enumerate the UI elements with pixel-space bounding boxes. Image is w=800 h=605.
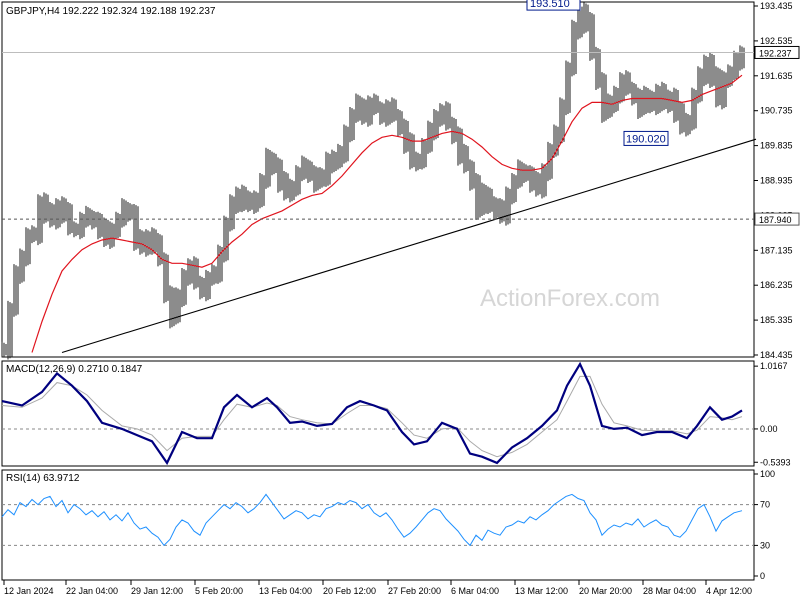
annotation-box-low	[623, 130, 669, 146]
rsi-tick-label: 70	[760, 500, 770, 510]
x-tick-label: 20 Mar 20:00	[579, 586, 632, 596]
ohlc-value: 192.237	[177, 6, 216, 17]
pane-border-3	[1, 469, 755, 581]
price-tick-label: 192.535	[760, 36, 793, 46]
macd-tick-label: 0.00	[760, 424, 778, 434]
current-price-label: 192.237	[759, 48, 792, 58]
macd-title: MACD(12,26,9) 0.2710 0.1847	[6, 364, 143, 375]
trendline	[61, 138, 757, 354]
price-tick-label: 188.935	[760, 176, 793, 186]
x-tick-label: 4 Apr 12:00	[706, 586, 752, 596]
rsi-tick-label: 0	[760, 571, 765, 581]
ohlc-value: 192.324	[99, 6, 138, 17]
price-tick-label: 191.635	[760, 71, 793, 81]
ohlc-value: 192.222	[60, 6, 99, 17]
rsi-title: RSI(14) 63.9712	[6, 473, 80, 484]
macd-signal-line	[1, 375, 743, 458]
macd-tick-label: 1.0167	[760, 361, 788, 371]
annotation-box-high	[526, 0, 581, 11]
annotation-label-high: 193.510	[530, 0, 570, 10]
annotation-label-low: 190.020	[626, 133, 666, 145]
rsi-tick-label: 100	[760, 469, 775, 479]
moving-average-line	[31, 74, 743, 353]
ohlc-value: 192.188	[138, 6, 177, 17]
price-tick-label: 185.335	[760, 315, 793, 325]
x-tick-label: 29 Jan 12:00	[131, 586, 183, 596]
current-price-box	[754, 45, 800, 59]
x-tick-label: 20 Feb 12:00	[323, 586, 376, 596]
x-tick-label: 5 Feb 20:00	[195, 586, 243, 596]
x-tick-label: 13 Feb 04:00	[259, 586, 312, 596]
price-tick-label: 189.835	[760, 141, 793, 151]
price-tick-label: 190.735	[760, 106, 793, 116]
macd-line	[1, 361, 743, 466]
symbol-label: GBPJPY,H4	[6, 6, 60, 17]
pane-border-2	[1, 360, 755, 467]
x-tick-label: 12 Jan 2024	[4, 586, 54, 596]
watermark-logo: ActionForex.com	[480, 285, 660, 312]
x-tick-label: 22 Jan 04:00	[66, 586, 118, 596]
price-pane-title: GBPJPY,H4 192.222 192.324 192.188 192.23…	[6, 6, 216, 17]
rsi-tick-label: 30	[760, 540, 770, 550]
price-tick-label: 184.435	[760, 350, 793, 360]
macd-tick-label: -0.5393	[760, 457, 791, 467]
support-level-label: 187.940	[759, 215, 792, 225]
x-tick-label: 27 Feb 20:00	[388, 586, 441, 596]
support-level-box	[754, 212, 800, 226]
price-tick-label: 187.135	[760, 245, 793, 255]
pane-border-1	[1, 1, 755, 358]
rsi-line	[1, 493, 743, 547]
x-tick-label: 6 Mar 04:00	[451, 586, 499, 596]
x-tick-label: 28 Mar 04:00	[643, 586, 696, 596]
price-tick-label: 193.435	[760, 1, 793, 11]
price-tick-label: 186.235	[760, 280, 793, 290]
x-tick-label: 13 Mar 12:00	[515, 586, 568, 596]
